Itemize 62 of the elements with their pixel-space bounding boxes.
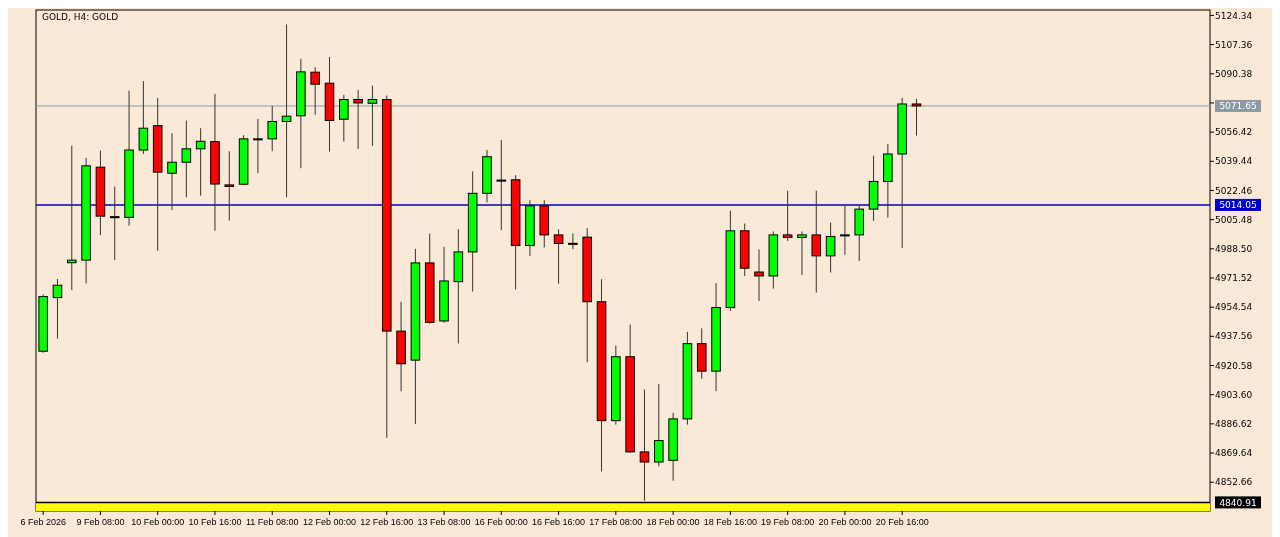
candlestick xyxy=(339,94,349,143)
x-tick-label: 12 Feb 00:00 xyxy=(302,517,357,527)
candlestick xyxy=(281,23,292,198)
y-tick-label: 4886.62 xyxy=(1215,419,1253,430)
x-tick-label: 16 Feb 16:00 xyxy=(532,517,586,527)
y-tick-label: 5022.46 xyxy=(1215,185,1253,196)
candlestick xyxy=(52,278,63,339)
x-tick-label: 11 Feb 08:00 xyxy=(246,517,299,527)
x-tick-label: 10 Feb 16:00 xyxy=(188,517,242,527)
x-tick-label: 10 Feb 00:00 xyxy=(131,517,185,527)
y-tick-label: 4903.60 xyxy=(1215,389,1253,400)
x-tick-label: 20 Feb 16:00 xyxy=(875,517,929,527)
candlestick xyxy=(195,127,206,197)
x-tick-label: 19 Feb 08:00 xyxy=(761,517,815,527)
candlestick xyxy=(553,228,564,285)
ref-line-label: 4840.91 xyxy=(1219,497,1257,508)
x-tick-label: 17 Feb 08:00 xyxy=(589,517,643,527)
candlestick xyxy=(754,248,764,302)
y-tick-label: 4988.50 xyxy=(1215,243,1253,254)
x-tick-label: 18 Feb 00:00 xyxy=(646,517,700,527)
x-tick-label: 13 Feb 08:00 xyxy=(417,517,471,527)
y-tick-label: 4920.58 xyxy=(1215,360,1253,371)
candlestick xyxy=(67,145,77,291)
y-tick-label: 4954.54 xyxy=(1215,302,1253,313)
ref-line-label: 5014.05 xyxy=(1219,200,1257,211)
candlestick xyxy=(353,89,363,150)
x-tick-label: 18 Feb 16:00 xyxy=(703,517,757,527)
y-tick-label: 5107.36 xyxy=(1215,39,1253,50)
x-tick-label: 16 Feb 00:00 xyxy=(474,517,528,527)
candlestick xyxy=(109,186,120,261)
y-tick-label: 5090.38 xyxy=(1215,68,1253,79)
candlestick xyxy=(811,190,822,294)
candlestick xyxy=(367,85,378,147)
candlestick xyxy=(167,132,177,211)
candlestick xyxy=(224,150,235,221)
candlestick xyxy=(654,383,664,467)
y-tick-label: 4869.64 xyxy=(1215,448,1253,459)
x-tick-label: 9 Feb 08:00 xyxy=(76,517,125,527)
y-tick-label: 4852.66 xyxy=(1215,477,1253,488)
x-tick-label: 6 Feb 2026 xyxy=(20,517,66,527)
chart-title: GOLD, H4: GOLD xyxy=(42,12,119,22)
candlestick xyxy=(797,230,807,276)
x-tick-label: 20 Feb 00:00 xyxy=(818,517,872,527)
candlestick xyxy=(253,118,263,174)
candlestick xyxy=(310,66,320,116)
candlestick xyxy=(267,105,278,152)
candlestick xyxy=(782,190,793,242)
x-tick-label: 12 Feb 16:00 xyxy=(360,517,414,527)
candlestick xyxy=(138,80,149,155)
candlestick xyxy=(825,222,836,274)
y-tick-label: 4971.52 xyxy=(1215,273,1253,284)
ref-line-label: 5071.65 xyxy=(1219,101,1257,112)
y-tick-label: 5039.44 xyxy=(1215,156,1253,167)
candlestick xyxy=(911,98,922,137)
y-tick-label: 5056.42 xyxy=(1215,127,1253,138)
y-tick-label: 4937.56 xyxy=(1215,331,1253,342)
y-tick-label: 5005.48 xyxy=(1215,214,1253,225)
candlestick xyxy=(496,139,507,231)
candlestick xyxy=(568,233,578,250)
y-tick-label: 5124.34 xyxy=(1215,10,1253,21)
candlestick xyxy=(840,205,850,256)
candlestick xyxy=(181,119,192,198)
